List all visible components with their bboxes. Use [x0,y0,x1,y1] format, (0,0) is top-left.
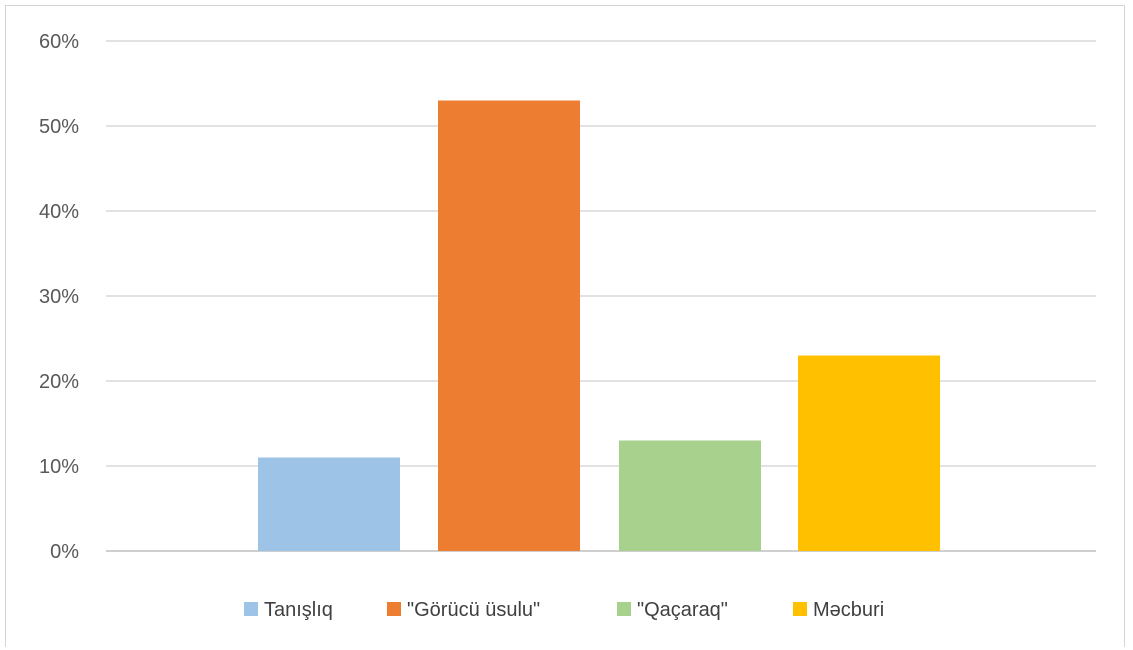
y-tick-label: 0% [50,541,79,563]
legend-label: Tanışlıq [264,599,333,621]
bar [798,355,940,551]
y-tick-label: 30% [39,286,79,308]
legend-swatch [793,602,807,616]
bar [619,440,761,551]
bar [438,100,580,551]
legend-label: Məcburi [813,599,884,621]
legend-swatch [244,602,258,616]
bar-chart: 0% 10% 20% 30% 40% 50% 60% Tanışlıq "Görücü üsul… [39,31,1096,621]
legend-label: "Görücü üsulu" [407,599,540,621]
chart-frame: 0% 10% 20% 30% 40% 50% 60% Tanışlıq "Görücü üsul… [5,5,1125,647]
y-tick-label: 20% [39,371,79,393]
y-tick-label: 60% [39,31,79,53]
y-tick-label: 10% [39,456,79,478]
y-tick-label: 40% [39,201,79,223]
bar [258,457,400,551]
legend-label: "Qaçaraq" [637,599,728,621]
y-tick-label: 50% [39,116,79,138]
legend-swatch [617,602,631,616]
legend-swatch [387,602,401,616]
